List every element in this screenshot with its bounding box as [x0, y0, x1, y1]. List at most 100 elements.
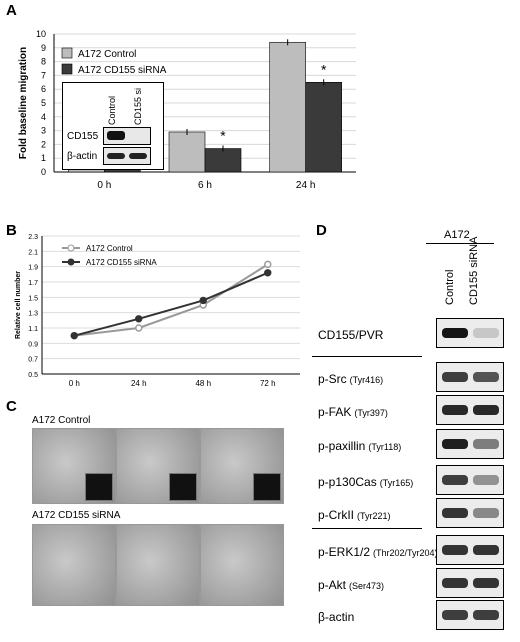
- blot-band: [442, 372, 468, 382]
- inset-blot-box: Control CD155 si CD155 β-actin: [62, 82, 164, 170]
- data-point: [264, 260, 272, 269]
- fluorescence-inset: [253, 473, 281, 501]
- blot-band: [442, 328, 468, 338]
- y-axis-label: Fold baseline migration: [18, 47, 29, 159]
- inset-col-sirna: CD155 si: [133, 87, 143, 125]
- blot-image: [436, 600, 504, 630]
- bar: [305, 82, 342, 173]
- y-tick-label: 1.7: [28, 280, 38, 287]
- data-point: [70, 331, 78, 340]
- significance-star: *: [220, 128, 226, 144]
- blot-protein-name: p-ERK1/2: [318, 545, 371, 559]
- y-tick-label: 1.3: [28, 311, 38, 318]
- series-line: [74, 263, 269, 337]
- cell-image: [32, 428, 116, 504]
- data-point: [199, 296, 207, 305]
- blot-image: [436, 318, 504, 348]
- x-tick-label: 0 h: [97, 180, 111, 191]
- blot-protein-name: β-actin: [318, 610, 355, 624]
- blot-phospho-site: (Thr202/Tyr204): [373, 548, 438, 558]
- blot-band: [442, 578, 468, 588]
- legend-marker: [67, 244, 75, 252]
- panel-b-letter: B: [6, 222, 17, 239]
- x-tick-label: 24 h: [296, 180, 315, 191]
- panel-d-col-control: Control: [444, 269, 456, 305]
- y-tick-label: 2: [41, 139, 46, 149]
- x-tick-label: 6 h: [198, 180, 212, 191]
- y-tick-label: 6: [41, 84, 46, 94]
- blot-phospho-site: (Tyr165): [379, 478, 414, 488]
- blot-band: [442, 475, 468, 485]
- x-tick-label: 72 h: [260, 379, 276, 388]
- panel-d-col-sirna: CD155 siRNA: [468, 236, 480, 305]
- blot-row-label: p-Src (Tyr416): [318, 370, 383, 388]
- blot-band: [473, 405, 499, 415]
- blot-phospho-site: (Tyr118): [368, 442, 402, 452]
- blot-phospho-site: (Tyr416): [349, 375, 384, 385]
- blot-band: [442, 545, 468, 555]
- blot-band: [442, 439, 468, 449]
- y-tick-label: 1.5: [28, 295, 38, 302]
- y-tick-label: 3: [41, 126, 46, 136]
- y-tick-label: 9: [41, 43, 46, 53]
- y-tick-label: 0.5: [28, 372, 38, 379]
- y-tick-label: 0.9: [28, 341, 38, 348]
- blot-band: [442, 610, 468, 620]
- blot-row-label: p-CrkII (Tyr221): [318, 506, 391, 524]
- panel-c-row1-title: A172 Control: [32, 415, 91, 426]
- y-tick-label: 2.3: [28, 234, 38, 241]
- inset-band: [107, 131, 125, 140]
- inset-blot-cd155: [103, 127, 151, 145]
- y-tick-label: 2.1: [28, 249, 38, 256]
- legend-label: A172 Control: [78, 49, 136, 60]
- blot-protein-name: p-p130Cas: [318, 475, 377, 489]
- fluorescence-inset: [85, 473, 113, 501]
- y-tick-label: 7: [41, 70, 46, 80]
- legend-label: A172 CD155 siRNA: [86, 258, 157, 267]
- panel-d-divider-1: [312, 356, 422, 357]
- blot-row-label: p-Akt (Ser473): [318, 576, 384, 594]
- legend-marker: [67, 258, 75, 266]
- cell-image: [200, 428, 284, 504]
- y-tick-label: 1.9: [28, 265, 38, 272]
- blot-band: [473, 439, 499, 449]
- blot-protein-name: p-Akt: [318, 578, 347, 592]
- blot-protein-name: p-FAK: [318, 405, 352, 419]
- blot-band: [473, 475, 499, 485]
- blot-band: [473, 578, 499, 588]
- blot-phospho-site: (Tyr221): [357, 511, 391, 521]
- blot-row-label: CD155/PVR: [318, 326, 383, 344]
- blot-band: [473, 545, 499, 555]
- blot-image: [436, 362, 504, 392]
- bar: [269, 41, 306, 173]
- inset-band: [129, 153, 147, 159]
- blot-image: [436, 395, 504, 425]
- inset-blot-actin: [103, 147, 151, 165]
- y-tick-label: 0.7: [28, 357, 38, 364]
- blot-protein-name: p-Src: [318, 372, 347, 386]
- data-point: [264, 269, 272, 277]
- legend-label: A172 Control: [86, 244, 133, 253]
- blot-phospho-site: (Ser473): [349, 581, 385, 591]
- cell-image: [116, 524, 200, 606]
- panel-a-letter: A: [6, 2, 17, 19]
- legend-swatch: [61, 63, 73, 75]
- data-point: [135, 324, 143, 332]
- panel-a-chart: 0 1 2 3 4 5 6 7 8 9 10 Fold baseline migration 0 h 6 …: [18, 29, 356, 191]
- blot-protein-name: p-paxillin: [318, 439, 366, 453]
- blot-row-label: p-FAK (Tyr397): [318, 403, 388, 421]
- blot-band: [442, 405, 468, 415]
- blot-image: [436, 498, 504, 528]
- panel-b-chart: 0.5 0.7 0.9 1.1 1.3 1.5 1.7 1.9 2.1 2.3 Relative c…: [15, 234, 300, 388]
- blot-row-label: p-ERK1/2 (Thr202/Tyr204): [318, 543, 438, 561]
- data-point: [135, 315, 143, 323]
- y-tick-label: 5: [41, 98, 46, 108]
- blot-row-label: p-paxillin (Tyr118): [318, 437, 401, 455]
- blot-phospho-site: (Tyr397): [354, 408, 388, 418]
- blot-row-label: β-actin: [318, 608, 354, 626]
- inset-row-cd155: CD155: [67, 131, 99, 142]
- x-tick-label: 48 h: [195, 379, 211, 388]
- series-line: [73, 271, 269, 337]
- y-tick-label: 4: [41, 112, 46, 122]
- panel-d-header-line: [426, 243, 494, 244]
